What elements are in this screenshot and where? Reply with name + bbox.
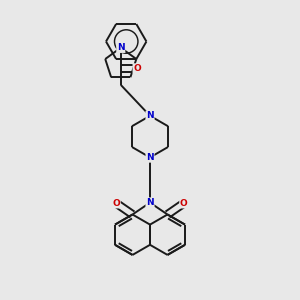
Text: O: O: [133, 64, 141, 73]
Text: N: N: [117, 43, 124, 52]
Text: N: N: [146, 111, 154, 120]
Text: N: N: [146, 198, 154, 207]
Text: N: N: [146, 153, 154, 162]
Text: O: O: [180, 199, 188, 208]
Text: O: O: [112, 199, 120, 208]
